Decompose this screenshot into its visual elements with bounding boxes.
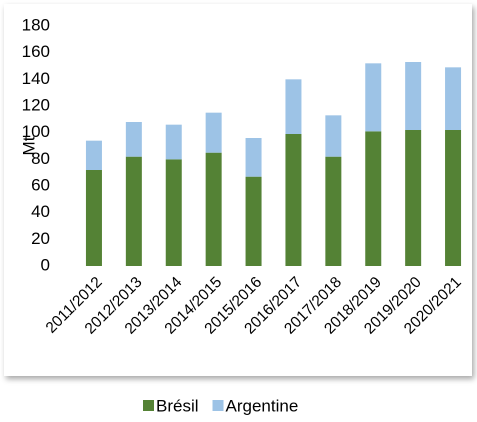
chart-card xyxy=(4,4,472,376)
legend-swatch xyxy=(212,400,224,411)
legend-label: Argentine xyxy=(226,396,299,415)
y-tick-label: 20 xyxy=(31,229,50,248)
bar-segment xyxy=(405,62,422,130)
bar-segment xyxy=(365,131,382,266)
bar-segment xyxy=(245,176,262,266)
bar-segment xyxy=(445,67,462,130)
bar-segment xyxy=(165,159,182,266)
bar-segment xyxy=(285,134,302,266)
bar-segment xyxy=(165,124,182,160)
bar-segment xyxy=(125,156,142,266)
bar-segment xyxy=(285,79,302,134)
legend-label: Brésil xyxy=(156,396,199,415)
bar-segment xyxy=(245,138,262,177)
bar-segment xyxy=(205,112,222,153)
legend-swatch xyxy=(143,400,154,411)
bar-segment xyxy=(85,140,102,170)
bar-segment xyxy=(405,130,422,266)
bar-segment xyxy=(125,122,142,157)
y-tick-label: 160 xyxy=(22,42,50,61)
bar-segment xyxy=(325,115,342,157)
bar-segment xyxy=(325,156,342,266)
bar-segment xyxy=(205,152,222,266)
bar-segment xyxy=(445,130,462,266)
y-tick-label: 60 xyxy=(31,175,50,194)
y-axis-label: Mt xyxy=(19,136,38,155)
y-tick-label: 80 xyxy=(31,149,50,168)
y-tick-label: 120 xyxy=(22,95,50,114)
y-tick-label: 40 xyxy=(31,202,50,221)
y-tick-label: 140 xyxy=(22,69,50,88)
bar-segment xyxy=(85,170,102,266)
bar-segment xyxy=(365,63,382,132)
y-tick-label: 0 xyxy=(41,255,50,274)
y-tick-label: 180 xyxy=(22,15,50,34)
y-tick-label: 100 xyxy=(22,122,50,141)
